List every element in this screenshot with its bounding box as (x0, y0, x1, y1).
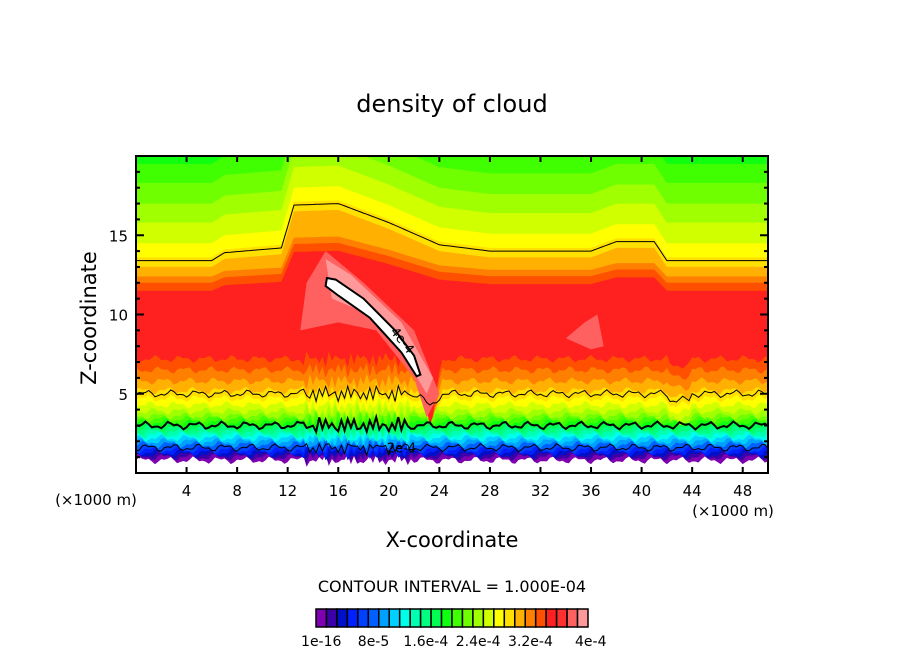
colorbar-label: 8e-5 (358, 634, 389, 650)
colorbar-swatch (378, 608, 390, 628)
x-tick-label: 36 (581, 482, 600, 500)
colorbar-swatch (472, 608, 485, 628)
colorbar-swatch (566, 608, 579, 628)
colorbar-swatch (430, 608, 443, 628)
colorbar-swatch (325, 608, 338, 628)
max-contour-region (324, 276, 422, 378)
x-tick-label: 44 (683, 482, 702, 500)
patch-light-red (565, 314, 604, 350)
x-unit-left: (×1000 m) (55, 491, 137, 509)
x-unit-right: (×1000 m) (692, 502, 774, 520)
colorbar-swatch (336, 608, 349, 628)
x-tick-label: 8 (232, 482, 242, 500)
colorbar-swatch (545, 608, 558, 628)
colorbar-swatch (398, 608, 411, 628)
colorbar-label: 3.2e-4 (508, 634, 553, 650)
colorbar-swatch (461, 608, 474, 628)
colorbar (315, 608, 589, 628)
colorbar-swatch (367, 608, 380, 628)
colorbar-swatch (440, 608, 453, 628)
colorbar-swatch (357, 608, 370, 628)
x-tick-label: 4 (182, 482, 192, 500)
x-tick-label: 24 (430, 482, 449, 500)
contour-band (136, 250, 768, 427)
x-tick-label: 12 (278, 482, 297, 500)
colorbar-swatch (555, 608, 568, 628)
colorbar-swatch (534, 608, 547, 628)
y-tick-label: 10 (109, 307, 128, 325)
x-tick-label: 28 (480, 482, 499, 500)
colorbar-swatch (388, 608, 401, 628)
x-tick-label: 16 (329, 482, 348, 500)
x-tick-label: 40 (632, 482, 651, 500)
x-tick-label: 20 (379, 482, 398, 500)
colorbar-swatch (524, 608, 537, 628)
x-tick-label: 48 (733, 482, 752, 500)
colorbar-swatch (346, 608, 359, 628)
contour-line (136, 203, 768, 262)
y-tick-label: 5 (118, 386, 128, 404)
colorbar-swatch (576, 608, 589, 628)
colorbar-swatch (409, 608, 422, 628)
colorbar-label: 4e-4 (575, 634, 607, 650)
contour-line (136, 442, 768, 458)
contour-field (136, 156, 768, 467)
colorbar-label: 1.6e-4 (403, 634, 448, 650)
colorbar-labels: 1e-16 8e-5 1.6e-4 2.4e-4 3.2e-4 4e-4 (301, 634, 607, 650)
colorbar-label: 1e-16 (301, 634, 341, 650)
contour-interval: CONTOUR INTERVAL = 1.000E-04 (318, 577, 586, 596)
colorbar-swatch (514, 608, 526, 628)
colorbar-swatch (451, 608, 464, 628)
colorbar-label: 2.4e-4 (456, 634, 501, 650)
x-tick-label: 32 (531, 482, 550, 500)
colorbar-swatch (419, 608, 432, 628)
colorbar-swatch (503, 608, 516, 628)
contour-line (136, 383, 768, 406)
x-axis-label: X-coordinate (386, 528, 519, 552)
contour-line (136, 413, 768, 435)
colorbar-swatch (493, 608, 506, 628)
y-tick-label: 15 (109, 227, 128, 245)
y-axis-label: Z-coordinate (77, 251, 101, 385)
chart-title: density of cloud (356, 90, 547, 118)
colorbar-swatch (315, 608, 328, 628)
contour-label: 2e-4 (387, 441, 416, 456)
colorbar-swatch (482, 608, 495, 628)
